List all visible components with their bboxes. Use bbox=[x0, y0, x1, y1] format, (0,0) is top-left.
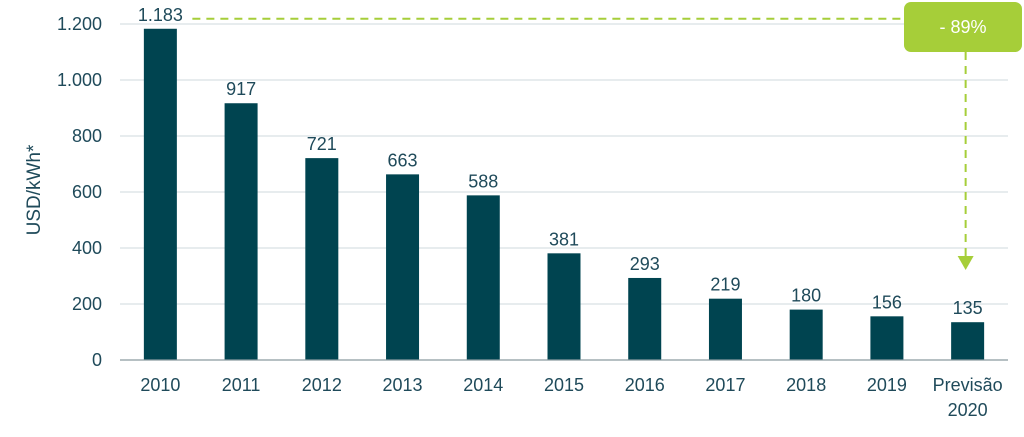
y-tick-label: 1.000 bbox=[57, 70, 102, 90]
value-label: 219 bbox=[710, 275, 740, 295]
x-tick-label: 2013 bbox=[383, 375, 423, 395]
y-tick-label: 0 bbox=[92, 350, 102, 370]
bar bbox=[789, 309, 823, 360]
value-label: 588 bbox=[468, 171, 498, 191]
reduction-callout-text: - 89% bbox=[939, 17, 986, 37]
value-labels: 1.183 917 721 663 588 381 293 219 180 156 135 bbox=[138, 5, 983, 318]
value-label: 156 bbox=[872, 292, 902, 312]
axis-ticks: 0 200 400 600 800 1.000 1.200 2010 2011 2012 2013 2… bbox=[57, 14, 1008, 420]
x-tick-label: 2010 bbox=[140, 375, 180, 395]
bar bbox=[628, 277, 662, 360]
reduction-callout bbox=[904, 2, 1022, 52]
bar bbox=[386, 174, 420, 360]
bar bbox=[143, 28, 177, 360]
value-label: 1.183 bbox=[138, 5, 183, 25]
y-axis-label: USD/kWh* bbox=[24, 144, 45, 235]
x-tick-label: 2011 bbox=[222, 375, 261, 395]
x-tick-label: 2020 bbox=[948, 400, 988, 420]
y-tick-label: 400 bbox=[72, 238, 102, 258]
value-label: 293 bbox=[630, 254, 660, 274]
gridlines bbox=[120, 23, 1008, 305]
value-label: 917 bbox=[226, 79, 256, 99]
y-tick-label: 1.200 bbox=[57, 14, 102, 34]
x-tick-label: Previsão bbox=[933, 375, 1003, 395]
bar bbox=[870, 316, 904, 360]
bar bbox=[951, 322, 985, 360]
y-tick-label: 800 bbox=[72, 126, 102, 146]
value-label: 721 bbox=[307, 134, 337, 154]
bars bbox=[143, 28, 985, 361]
value-label: 663 bbox=[388, 150, 418, 170]
y-tick-label: 200 bbox=[72, 294, 102, 314]
x-tick-label: 2015 bbox=[544, 375, 584, 395]
value-label: 135 bbox=[953, 298, 983, 318]
value-label: 180 bbox=[791, 286, 821, 306]
x-tick-label: 2012 bbox=[302, 375, 342, 395]
x-tick-label: 2017 bbox=[705, 375, 745, 395]
value-label: 381 bbox=[549, 229, 579, 249]
bar bbox=[547, 253, 581, 360]
bar bbox=[466, 195, 500, 360]
bar bbox=[305, 158, 339, 360]
reduction-annotation: - 89% bbox=[192, 2, 1022, 270]
bar bbox=[708, 298, 742, 360]
y-tick-label: 600 bbox=[72, 182, 102, 202]
x-tick-label: 2016 bbox=[625, 375, 665, 395]
arrow-down-icon bbox=[957, 256, 974, 270]
bar bbox=[224, 103, 258, 361]
x-tick-label: 2019 bbox=[867, 375, 907, 395]
x-tick-label: 2014 bbox=[463, 375, 503, 395]
x-tick-label: 2018 bbox=[786, 375, 826, 395]
